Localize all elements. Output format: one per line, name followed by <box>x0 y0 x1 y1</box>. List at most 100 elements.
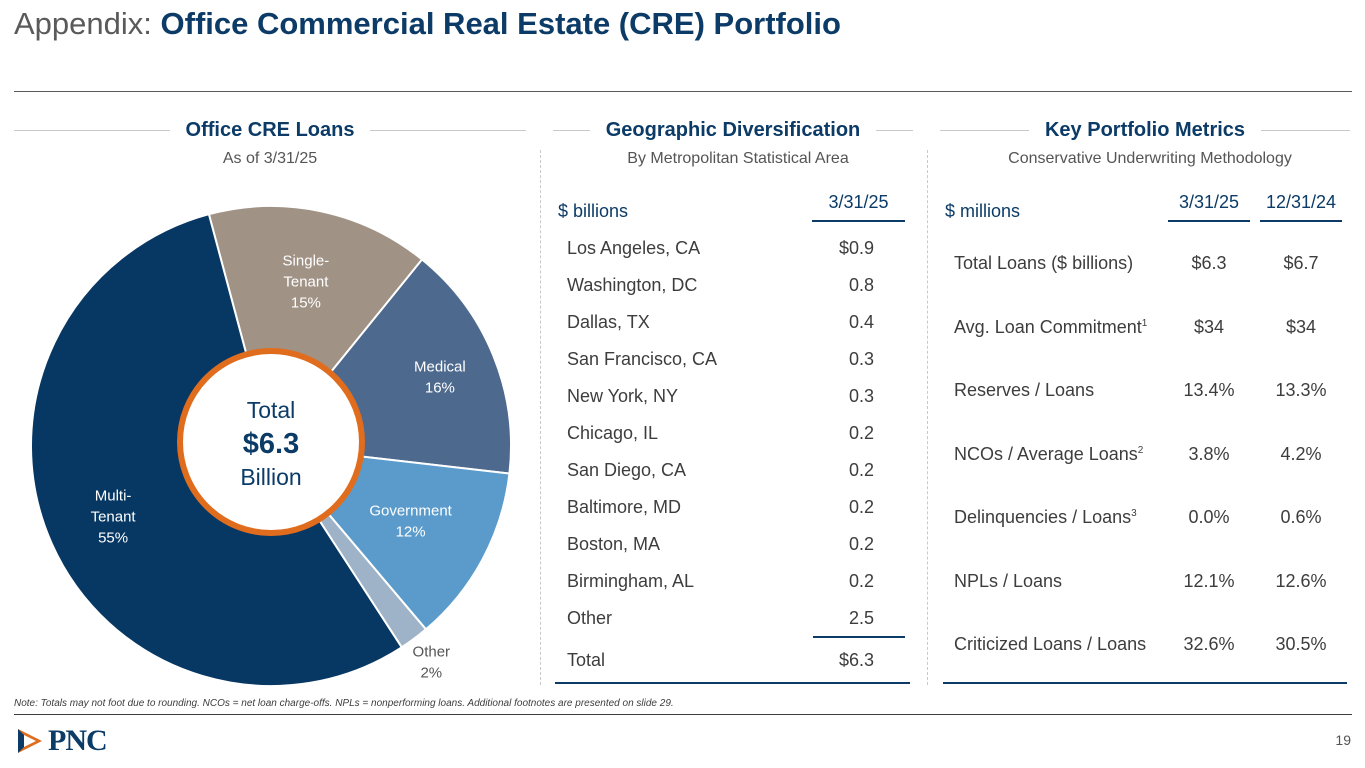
heading-rule-left <box>553 129 590 131</box>
metrics-row-label: NPLs / Loans <box>954 571 1063 591</box>
footnote-marker: 3 <box>1131 508 1137 519</box>
metrics-row: NPLs / Loans 12.1% 12.6% <box>954 571 1344 601</box>
metrics-row-label: Delinquencies / Loans <box>954 507 1132 527</box>
metrics-value-prior: $6.7 <box>1283 253 1319 273</box>
metrics-value-current: 13.4% <box>1183 380 1235 400</box>
pnc-logo-text: PNC <box>48 724 108 757</box>
geo-row: San Francisco, CA 0.3 <box>567 349 877 379</box>
pie-label-medical: Medical 16% <box>414 359 466 397</box>
pie-label-line: Multi- <box>95 487 132 504</box>
pnc-logo: PNC <box>14 724 108 758</box>
metrics-row: Total Loans ($ billions) $6.3 $6.7 <box>954 253 1344 283</box>
heading-rule-right <box>1261 129 1351 131</box>
metrics-row-name: Avg. Loan Commitment1 <box>954 317 1147 338</box>
metrics-row: NCOs / Average Loans2 3.8% 4.2% <box>954 444 1344 474</box>
geo-row-value: 2.5 <box>848 608 874 628</box>
metrics-value-prior: 13.3% <box>1275 380 1327 400</box>
column-separator <box>540 150 541 685</box>
geo-row-name: Los Angeles, CA <box>567 238 701 258</box>
geo-row-value: 0.2 <box>848 460 874 480</box>
metrics-row-label: Reserves / Loans <box>954 380 1095 400</box>
loans-section-heading: Office CRE Loans <box>14 118 527 142</box>
geo-row-value: 0.3 <box>848 386 874 406</box>
geo-row-name: Baltimore, MD <box>567 497 682 517</box>
metrics-section-heading: Key Portfolio Metrics <box>940 118 1351 142</box>
geo-row: San Diego, CA 0.2 <box>567 460 877 490</box>
pie-label-line: Tenant <box>91 508 137 525</box>
geo-row-name: San Francisco, CA <box>567 349 718 369</box>
geo-row-name: Birmingham, AL <box>567 571 695 591</box>
pie-label-line: Other <box>413 643 451 660</box>
geo-row: Los Angeles, CA $0.9 <box>567 238 877 268</box>
geo-row: Boston, MA 0.2 <box>567 534 877 564</box>
geo-row: New York, NY 0.3 <box>567 386 877 416</box>
page-title: Appendix: Office Commercial Real Estate … <box>14 6 841 42</box>
metrics-value-prior: 30.5% <box>1275 634 1327 654</box>
geo-row: Birmingham, AL 0.2 <box>567 571 877 601</box>
geo-row-value: 0.2 <box>848 423 874 443</box>
geo-row: Baltimore, MD 0.2 <box>567 497 877 527</box>
column-separator <box>927 150 928 685</box>
pie-label-line: Tenant <box>283 274 329 291</box>
metrics-row-name: Delinquencies / Loans3 <box>954 507 1137 528</box>
title-divider <box>14 91 1352 92</box>
metrics-col2-underline <box>1260 220 1342 222</box>
pie-label-single-tenant: Single- Tenant 15% <box>283 253 330 312</box>
geo-row-name: Dallas, TX <box>567 312 650 332</box>
metrics-col1-header: 3/31/25 <box>1178 192 1240 212</box>
geo-total-label: Total <box>567 650 606 670</box>
metrics-value-prior: $34 <box>1285 317 1317 337</box>
heading-rule-left <box>940 129 1029 131</box>
pie-label-other: Other 2% <box>413 643 451 681</box>
page-number: 19 <box>1335 732 1351 748</box>
geo-unit-label: $ billions <box>558 201 629 221</box>
footnote-marker: 1 <box>1141 318 1148 329</box>
metrics-value-prior: 4.2% <box>1280 444 1322 464</box>
pie-center-value: $6.3 <box>243 428 299 460</box>
geo-row-value: 0.3 <box>848 349 874 369</box>
metrics-row-label: Avg. Loan Commitment <box>954 317 1142 337</box>
pie-label-line: 15% <box>291 295 321 312</box>
footnote: Note: Totals may not foot due to roundin… <box>14 698 674 709</box>
geo-row: Chicago, IL 0.2 <box>567 423 877 453</box>
loans-section-subtitle: As of 3/31/25 <box>222 150 318 167</box>
metrics-value-current: 3.8% <box>1188 444 1230 464</box>
metrics-value-prior: 0.6% <box>1280 507 1322 527</box>
geo-total-row: Total $6.3 <box>567 650 877 680</box>
metrics-value-current: 0.0% <box>1188 507 1230 527</box>
heading-rule-right <box>370 129 527 131</box>
metrics-unit-label: $ millions <box>945 201 1021 221</box>
metrics-row-name: Total Loans ($ billions) <box>954 253 1133 274</box>
pie-center-ring <box>177 348 365 536</box>
geo-column-header: 3/31/25 <box>828 192 889 212</box>
heading-rule-right <box>876 129 914 131</box>
metrics-row-name: NPLs / Loans <box>954 571 1062 592</box>
metrics-row-name: Reserves / Loans <box>954 380 1094 401</box>
pnc-logo-icon <box>18 729 42 753</box>
geo-total-value: $6.3 <box>838 650 874 670</box>
geo-row-name: New York, NY <box>567 386 679 406</box>
footer-rule <box>14 714 1352 715</box>
geo-row-value: 0.4 <box>848 312 874 332</box>
pie-label-line: Single- <box>283 253 330 270</box>
metrics-row-label: Total Loans ($ billions) <box>954 253 1134 273</box>
geo-row-name: Washington, DC <box>567 275 698 295</box>
metrics-row: Reserves / Loans 13.4% 13.3% <box>954 380 1344 410</box>
metrics-row-label: Criticized Loans / Loans <box>954 634 1147 654</box>
geo-row-value: 0.2 <box>848 497 874 517</box>
metrics-row: Avg. Loan Commitment1 $34 $34 <box>954 317 1344 347</box>
footnote-marker: 2 <box>1137 445 1144 456</box>
loans-section-title: Office CRE Loans <box>185 118 355 141</box>
pie-label-multi-tenant: Multi- Tenant 55% <box>91 487 137 546</box>
pie-label-line: 16% <box>425 380 455 397</box>
geo-row: Dallas, TX 0.4 <box>567 312 877 342</box>
geo-section-title: Geographic Diversification <box>605 118 861 141</box>
metrics-row: Delinquencies / Loans3 0.0% 0.6% <box>954 507 1344 537</box>
metrics-row: Criticized Loans / Loans 32.6% 30.5% <box>954 634 1344 664</box>
pie-label-line: Government <box>369 502 452 519</box>
geo-row: Other 2.5 <box>567 608 877 638</box>
pie-label-line: 55% <box>98 529 128 546</box>
metrics-row-label: NCOs / Average Loans <box>954 444 1138 464</box>
geo-table-bottom-rule <box>555 682 910 684</box>
geo-row-value: 0.8 <box>848 275 874 295</box>
